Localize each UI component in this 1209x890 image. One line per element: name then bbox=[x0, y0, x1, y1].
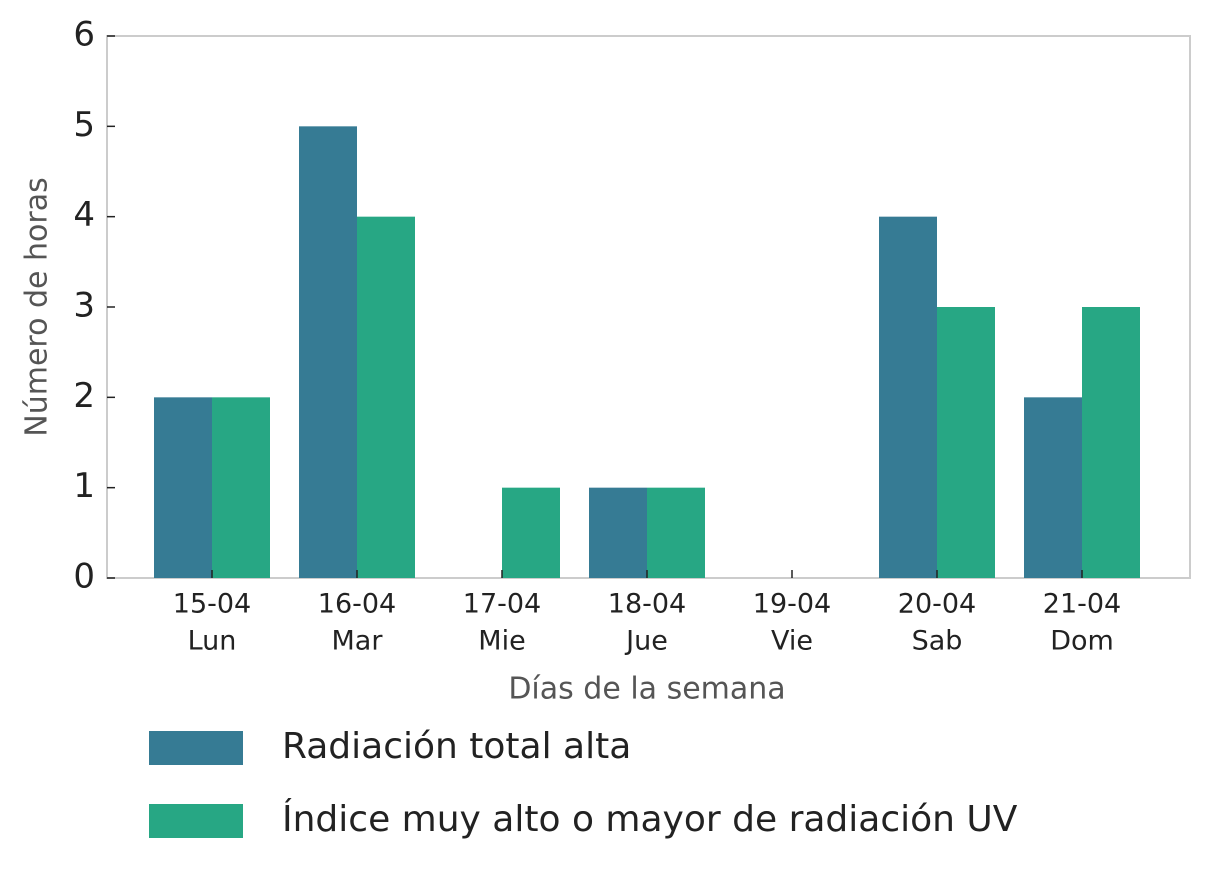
legend-swatch bbox=[149, 804, 243, 838]
x-tick-label: Dom bbox=[1050, 626, 1114, 657]
x-tick-label: 20-04 bbox=[898, 589, 976, 620]
x-tick-label: 15-04 bbox=[173, 589, 251, 620]
x-tick-label: Vie bbox=[771, 626, 813, 657]
y-axis-label: Número de horas bbox=[20, 177, 55, 436]
x-tick-label: Mar bbox=[332, 626, 384, 657]
x-axis-label: Días de la semana bbox=[508, 672, 785, 707]
y-tick-label: 6 bbox=[73, 15, 95, 55]
bar bbox=[589, 487, 647, 578]
bar bbox=[299, 126, 357, 578]
x-tick-label: 16-04 bbox=[318, 589, 396, 620]
x-tick-label: Mie bbox=[478, 626, 525, 657]
bar bbox=[937, 307, 995, 578]
legend-label: Radiación total alta bbox=[282, 726, 631, 767]
x-tick-label: 21-04 bbox=[1043, 589, 1121, 620]
x-tick-label: 17-04 bbox=[463, 589, 541, 620]
y-tick-label: 2 bbox=[73, 376, 95, 416]
y-tick-label: 0 bbox=[73, 557, 95, 597]
x-tick-label: Lun bbox=[188, 626, 237, 657]
bar bbox=[879, 216, 937, 578]
y-tick-label: 1 bbox=[73, 466, 95, 506]
y-tick-label: 4 bbox=[73, 195, 95, 235]
bar bbox=[647, 487, 705, 578]
bar bbox=[154, 397, 212, 578]
x-tick-label: Sab bbox=[912, 626, 963, 657]
y-tick-label: 3 bbox=[73, 286, 95, 326]
bar bbox=[357, 216, 415, 578]
x-tick-label: Jue bbox=[624, 626, 668, 657]
x-tick-label: 19-04 bbox=[753, 589, 831, 620]
bar bbox=[1024, 397, 1082, 578]
legend-label: Índice muy alto o mayor de radiación UV bbox=[282, 798, 1018, 840]
y-tick-label: 5 bbox=[73, 105, 95, 145]
x-tick-label: 18-04 bbox=[608, 589, 686, 620]
bar bbox=[1082, 307, 1140, 578]
bar bbox=[502, 487, 560, 578]
legend-swatch bbox=[149, 731, 243, 765]
bar bbox=[212, 397, 270, 578]
